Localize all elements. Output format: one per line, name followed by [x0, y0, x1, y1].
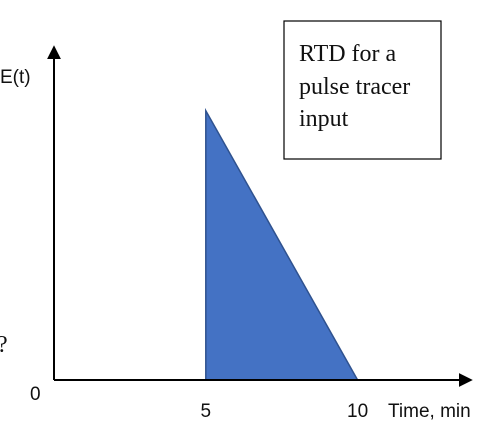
cropped-left-glyph: ? — [0, 332, 8, 358]
y-axis-label: E(t) — [0, 67, 31, 88]
annotation-line-1: RTD for a — [299, 41, 397, 67]
annotation-line-2: pulse tracer — [299, 74, 410, 100]
annotation-box: RTD for a pulse tracer input — [284, 21, 441, 159]
x-tick-label-10: 10 — [347, 401, 368, 422]
annotation-line-3: input — [299, 106, 349, 132]
x-axis-label: Time, min — [388, 401, 471, 422]
x-tick-label-5: 5 — [201, 401, 212, 422]
x-tick-labels: 5 10 — [201, 401, 369, 422]
origin-label: 0 — [30, 384, 41, 405]
